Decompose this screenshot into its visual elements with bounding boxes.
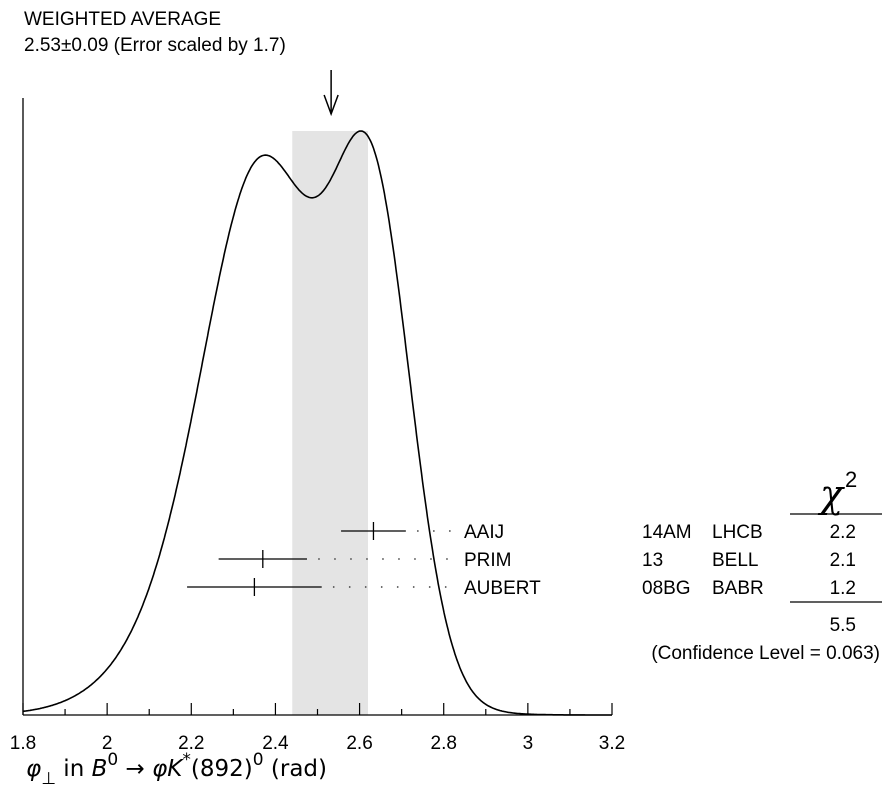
leader-dot [334,558,336,560]
x-tick-label: 2.8 [431,733,457,754]
svg-text:χ: χ [817,472,845,516]
leader-dot [318,558,320,560]
measurement-row: AAIJ 14AM LHCB 2.2 [341,522,856,543]
measurement-ref: 08BG [642,578,691,599]
measurement-list: AAIJ 14AM LHCB 2.2 PRIM 13 BELL 2.1 AUBERT 08BG BA… [187,522,856,599]
leader-dot [446,558,448,560]
leader-dot [444,586,447,588]
x-tick-label: 2 [102,733,113,754]
leader-dot [332,586,335,588]
leader-dot [380,586,383,588]
measurement-label: AAIJ [464,522,504,543]
svg-text:2: 2 [845,467,857,492]
measurement-experiment: LHCB [712,522,763,543]
leader-dot [382,558,384,560]
leader-dot [414,558,416,560]
chi2-total: 5.5 [830,615,856,636]
leader-dot [366,558,368,560]
measurement-experiment: BABR [712,578,764,599]
measurement-ref: 14AM [642,522,692,543]
weighted-average-band [292,131,368,715]
leader-dot [364,586,367,588]
measurement-ref: 13 [642,550,663,571]
chart-subtitle: 2.53±0.09 (Error scaled by 1.7) [24,35,286,56]
measurement-label: PRIM [464,550,512,571]
measurement-chi2: 1.2 [830,578,856,599]
ideogram-curve [22,130,612,716]
measurement-chi2: 2.1 [830,550,856,571]
leader-dot [412,586,415,588]
leader-dot [428,586,431,588]
measurement-row: AUBERT 08BG BABR 1.2 [187,578,856,599]
chi2-header: χ 2 [817,467,857,516]
x-axis-label: φ⊥ in B0 → φK*(892)0 (rad) [26,750,327,789]
measurement-chi2: 2.2 [830,522,856,543]
chart-title: WEIGHTED AVERAGE [24,9,221,30]
x-axis-ticks: 1.8 2 2.2 2.4 2.6 2.8 3 3.2 [10,703,625,754]
x-tick-label: 2.4 [262,733,289,754]
average-arrow [323,70,339,117]
x-tick-label: 2.2 [178,733,204,754]
leader-dot [398,558,400,560]
x-tick-label: 1.8 [10,733,36,754]
leader-dot [416,530,419,532]
x-tick-label: 3 [523,733,534,754]
confidence-level: (Confidence Level = 0.063) [651,643,880,664]
leader-dot [430,558,432,560]
leader-dot [350,558,352,560]
measurement-label: AUBERT [464,578,541,599]
leader-dot [432,530,435,532]
leader-dot [348,586,351,588]
x-tick-label: 3.2 [599,733,625,754]
leader-dot [448,530,451,532]
measurement-row: PRIM 13 BELL 2.1 [218,550,856,571]
x-tick-label: 2.6 [346,733,372,754]
measurement-experiment: BELL [712,550,758,571]
leader-dot [396,586,399,588]
